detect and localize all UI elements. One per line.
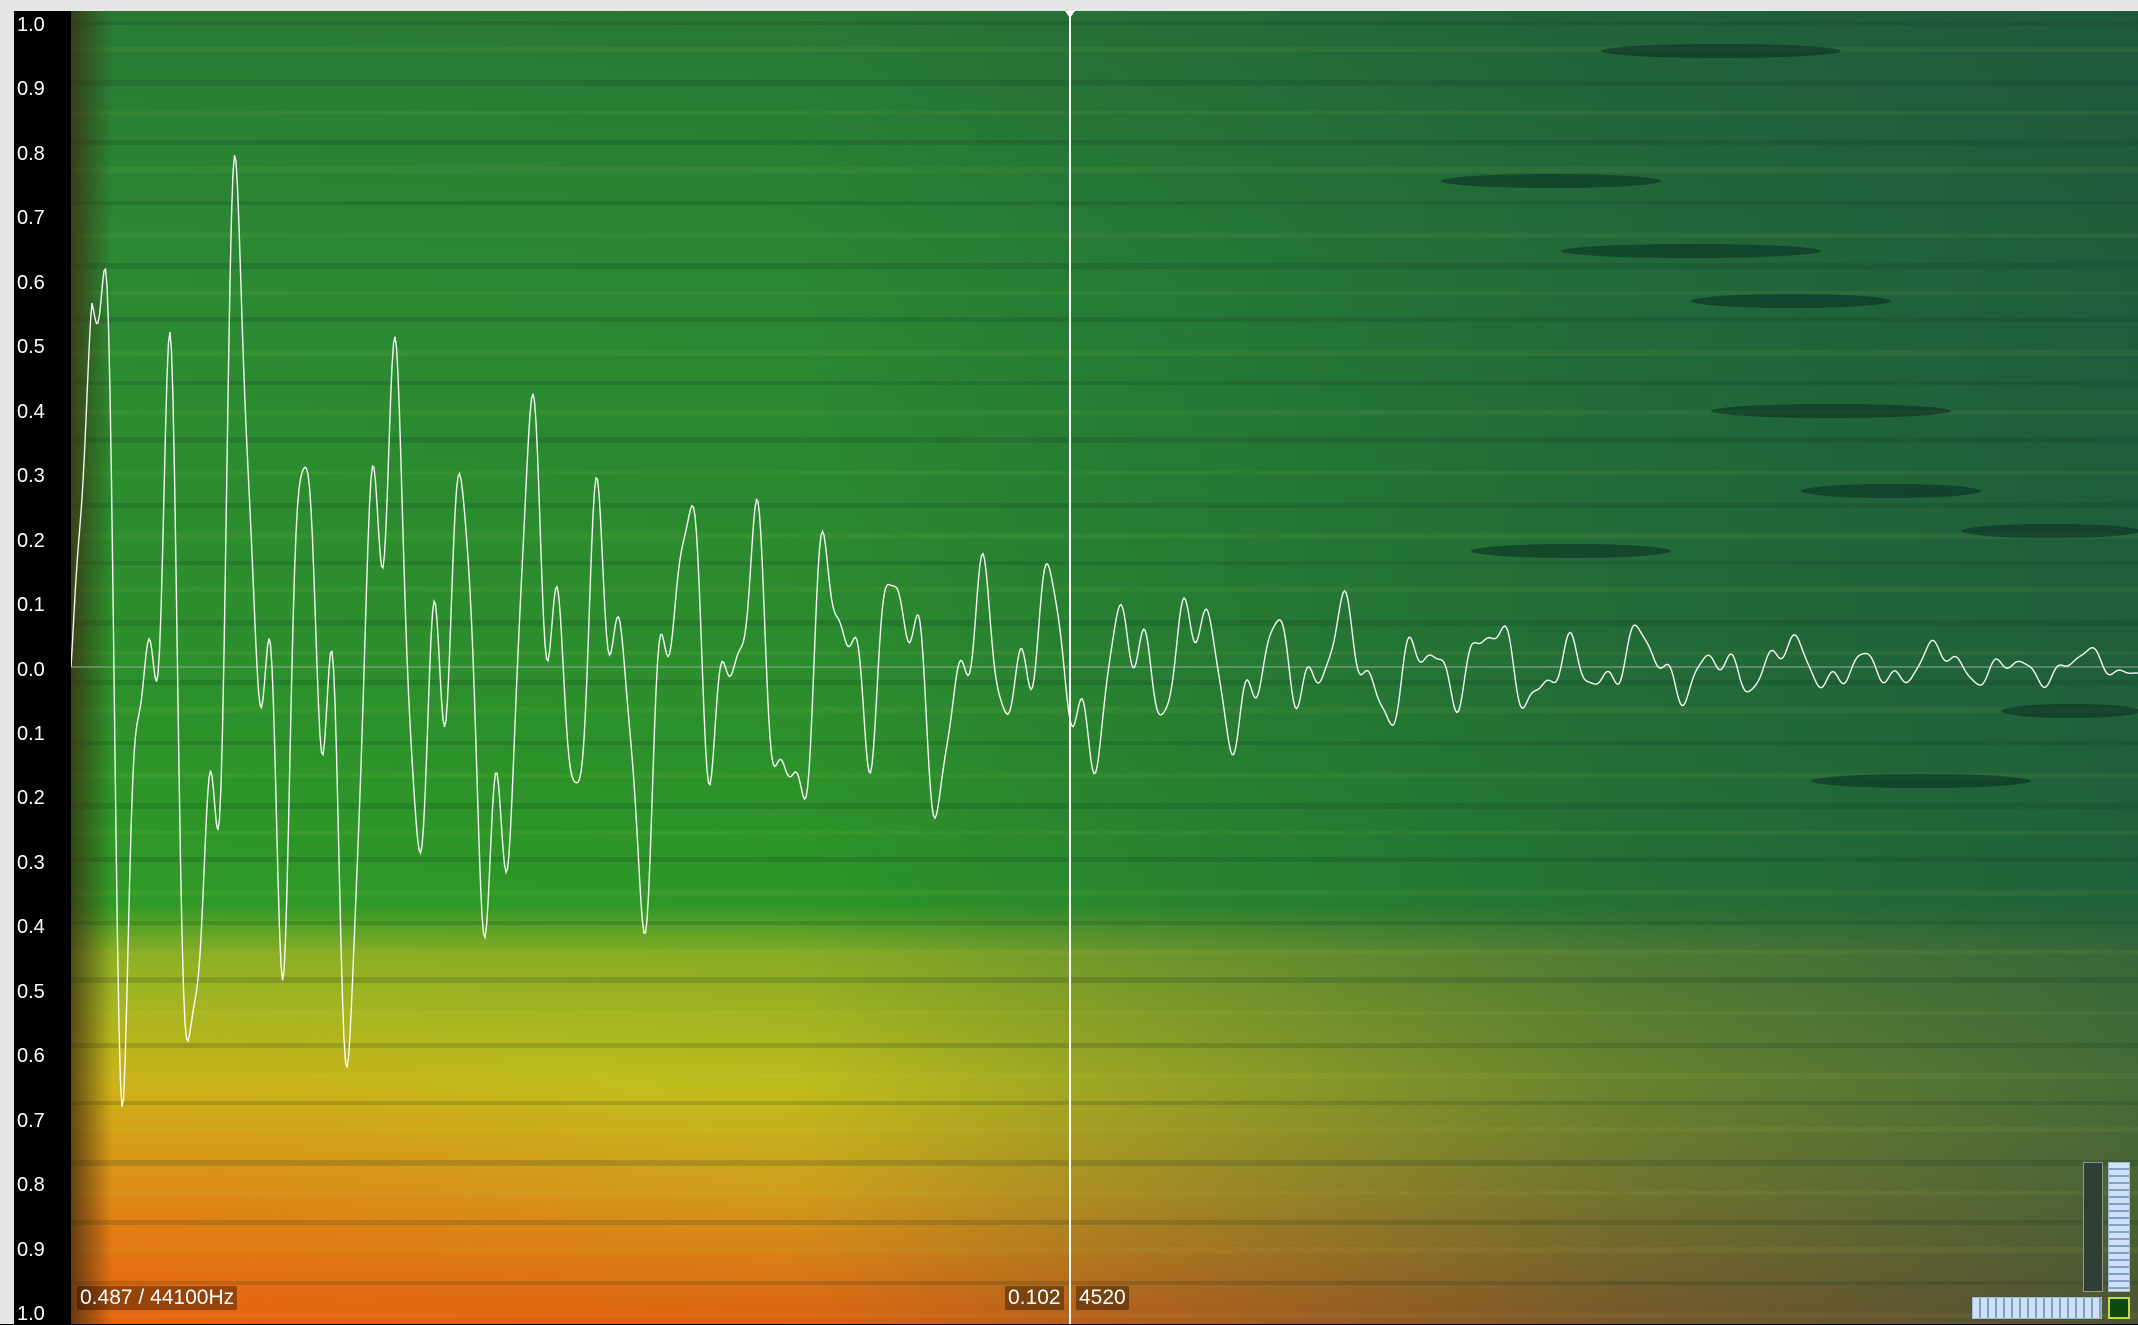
amplitude-tick-label: 0.7 xyxy=(17,207,45,230)
amplitude-tick-label: 1.0 xyxy=(17,1303,45,1325)
amplitude-tick-label: 0.4 xyxy=(17,400,45,423)
amplitude-tick-label: 0.9 xyxy=(17,1238,45,1261)
amplitude-tick-label: 0.1 xyxy=(17,594,45,617)
vertical-zoom-slider-icon[interactable] xyxy=(2083,1162,2103,1292)
waveform-spectrogram-view[interactable]: 0.487 / 44100Hz 0.102 4520 xyxy=(71,11,2138,1324)
amplitude-tick-label: 0.0 xyxy=(17,658,45,681)
amplitude-tick-label: 0.4 xyxy=(17,916,45,939)
zoom-reset-icon[interactable] xyxy=(2108,1297,2130,1319)
amplitude-tick-label: 0.6 xyxy=(17,1045,45,1068)
amplitude-axis: 1.0 0.9 0.8 0.7 0.6 0.5 0.4 0.3 0.2 0.1 0.0 0.1 0.2 0… xyxy=(14,11,71,1324)
spectrogram-waveform-svg xyxy=(71,11,2138,1324)
amplitude-tick-label: 0.8 xyxy=(17,1174,45,1197)
window-top-border xyxy=(0,0,2138,11)
amplitude-tick-label: 0.8 xyxy=(17,142,45,165)
amplitude-tick-label: 0.6 xyxy=(17,271,45,294)
amplitude-tick-label: 0.2 xyxy=(17,787,45,810)
amplitude-tick-label: 1.0 xyxy=(17,14,45,36)
left-ruler xyxy=(0,11,14,1324)
cursor-value-readout: 0.102 xyxy=(1005,1286,1064,1310)
cursor-sample-readout: 4520 xyxy=(1076,1286,1129,1310)
horizontal-zoom-slider-icon[interactable] xyxy=(1972,1297,2102,1319)
vertical-zoom-scrollbar[interactable] xyxy=(2108,1162,2130,1292)
amplitude-tick-label: 0.9 xyxy=(17,78,45,101)
amplitude-tick-label: 0.3 xyxy=(17,851,45,874)
amplitude-tick-label: 0.1 xyxy=(17,722,45,745)
waveform-trace xyxy=(71,154,2138,1107)
amplitude-tick-label: 0.2 xyxy=(17,529,45,552)
zoom-rate-readout: 0.487 / 44100Hz xyxy=(77,1286,238,1310)
cursor-top-marker xyxy=(1065,11,1075,18)
amplitude-tick-label: 0.5 xyxy=(17,980,45,1003)
amplitude-tick-label: 0.5 xyxy=(17,336,45,359)
amplitude-tick-label: 0.7 xyxy=(17,1109,45,1132)
amplitude-tick-label: 0.3 xyxy=(17,465,45,488)
